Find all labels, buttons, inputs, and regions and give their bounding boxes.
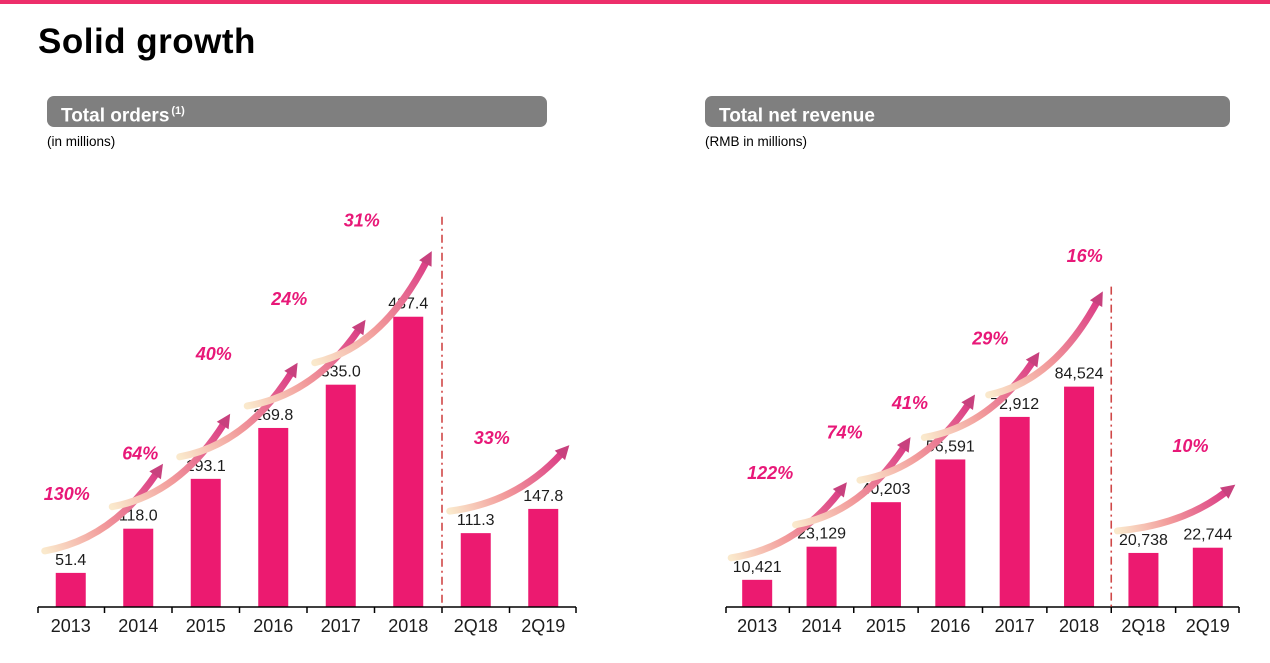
chart-title: Total orders bbox=[61, 105, 170, 127]
growth-arrowhead bbox=[896, 437, 911, 453]
bar-2014 bbox=[123, 528, 154, 607]
growth-arrowhead bbox=[419, 251, 432, 267]
growth-percent-label: 24% bbox=[270, 289, 307, 309]
growth-percent-label: 31% bbox=[344, 211, 380, 231]
bar-2017 bbox=[999, 416, 1030, 607]
growth-arrow bbox=[243, 326, 363, 410]
growth-arrow bbox=[792, 443, 908, 529]
top-accent-line bbox=[0, 0, 1270, 4]
bar-value-label: 22,744 bbox=[1183, 527, 1232, 544]
growth-percent-label: 40% bbox=[195, 344, 232, 364]
growth-percent-label: 16% bbox=[1067, 246, 1103, 266]
total-net-revenue-plot: 10,421 23,129 40,203 56,591 72,912 84,524 20,7… bbox=[725, 167, 1240, 649]
bar-2018 bbox=[393, 316, 424, 607]
growth-arrow bbox=[1113, 488, 1230, 535]
bar-2016 bbox=[258, 427, 289, 607]
chart-title: Total net revenue bbox=[719, 105, 875, 127]
growth-arrow bbox=[985, 298, 1101, 399]
growth-arrow bbox=[856, 400, 972, 484]
x-axis-category-label: 2018 bbox=[388, 616, 428, 636]
bar-2015 bbox=[190, 478, 221, 607]
x-axis-category-label: 2016 bbox=[930, 616, 970, 636]
growth-arrow bbox=[727, 488, 844, 562]
bar-2014 bbox=[806, 546, 837, 607]
bar-value-label: 23,129 bbox=[797, 526, 846, 543]
total-net-revenue-chart-panel: Total net revenue (RMB in millions) 10,4… bbox=[705, 96, 1240, 649]
x-axis-category-label: 2018 bbox=[1059, 616, 1099, 636]
bar-2016 bbox=[935, 459, 966, 607]
x-axis-category-label: 2013 bbox=[51, 616, 91, 636]
bar-2Q19 bbox=[528, 508, 559, 607]
growth-percent-label: 122% bbox=[747, 463, 793, 483]
chart-subtitle: (in millions) bbox=[47, 134, 116, 149]
growth-arrow bbox=[446, 450, 565, 515]
bar-2Q19 bbox=[1192, 547, 1223, 607]
total-orders-plot: 51.4 118.0 193.1 269.8 335.0 437.4 111.3 147.8 2… bbox=[37, 167, 577, 649]
x-axis-category-label: 2Q19 bbox=[521, 616, 565, 636]
x-axis-category-label: 2014 bbox=[802, 616, 842, 636]
growth-arrow bbox=[176, 369, 295, 461]
x-axis-category-label: 2014 bbox=[118, 616, 158, 636]
bar-2Q18 bbox=[460, 533, 491, 607]
x-axis-category-label: 2Q18 bbox=[1121, 616, 1165, 636]
bar-chart-canvas: 51.4118.0193.1269.8335.0437.4111.3147.82… bbox=[37, 211, 577, 636]
total-net-revenue-header-bar: Total net revenue bbox=[705, 96, 1230, 127]
x-axis-category-label: 2015 bbox=[866, 616, 906, 636]
bar-2018 bbox=[1064, 386, 1095, 607]
growth-arrowhead bbox=[1025, 351, 1040, 368]
growth-percent-label: 74% bbox=[827, 423, 863, 443]
total-orders-header-bar: Total orders (1) bbox=[47, 96, 547, 127]
growth-arrow bbox=[920, 358, 1037, 441]
growth-arrowhead bbox=[554, 445, 570, 461]
growth-arrow bbox=[311, 258, 430, 367]
bar-value-label: 10,421 bbox=[733, 559, 782, 576]
page-title: Solid growth bbox=[38, 22, 256, 61]
growth-arrow bbox=[108, 420, 228, 511]
charts-row: Total orders (1) (in millions) 51.4 118.0 1… bbox=[37, 96, 1240, 649]
growth-arrowhead bbox=[1089, 291, 1103, 308]
growth-arrowhead bbox=[832, 482, 847, 498]
growth-arrowhead bbox=[1219, 484, 1236, 499]
growth-percent-label: 10% bbox=[1172, 436, 1208, 456]
bar-2017 bbox=[325, 384, 356, 607]
bar-value-label: 111.3 bbox=[457, 512, 495, 529]
bar-2013 bbox=[55, 572, 86, 607]
growth-percent-label: 64% bbox=[122, 444, 158, 464]
growth-arrowhead bbox=[149, 463, 163, 480]
bar-value-label: 147.8 bbox=[523, 488, 563, 505]
x-axis-category-label: 2017 bbox=[995, 616, 1035, 636]
bar-chart-canvas: 10,42123,12940,20356,59172,91284,52420,7… bbox=[725, 246, 1240, 636]
bar-value-label: 51.4 bbox=[55, 552, 86, 569]
growth-arrowhead bbox=[351, 319, 366, 336]
bar-2015 bbox=[870, 502, 901, 607]
chart-title-footnote: (1) bbox=[171, 105, 185, 117]
growth-percent-label: 130% bbox=[44, 484, 90, 504]
x-axis-category-label: 2015 bbox=[186, 616, 226, 636]
growth-percent-label: 29% bbox=[971, 328, 1008, 348]
bar-value-label: 84,524 bbox=[1055, 366, 1104, 383]
bar-value-label: 335.0 bbox=[321, 364, 361, 381]
growth-arrowhead bbox=[216, 413, 231, 430]
growth-arrow bbox=[41, 470, 160, 555]
growth-arrowhead bbox=[284, 362, 298, 379]
x-axis-category-label: 2013 bbox=[737, 616, 777, 636]
bar-2013 bbox=[742, 579, 773, 607]
chart-subtitle: (RMB in millions) bbox=[705, 134, 808, 149]
x-axis-category-label: 2017 bbox=[321, 616, 361, 636]
total-orders-chart-panel: Total orders (1) (in millions) 51.4 118.0 1… bbox=[37, 96, 577, 649]
x-axis-category-label: 2016 bbox=[253, 616, 293, 636]
x-axis-category-label: 2Q19 bbox=[1186, 616, 1230, 636]
growth-arrowhead bbox=[961, 394, 976, 411]
growth-percent-label: 41% bbox=[891, 393, 928, 413]
x-axis-category-label: 2Q18 bbox=[454, 616, 498, 636]
bar-2Q18 bbox=[1128, 552, 1159, 607]
growth-percent-label: 33% bbox=[474, 428, 510, 448]
bar-value-label: 20,738 bbox=[1119, 532, 1168, 549]
